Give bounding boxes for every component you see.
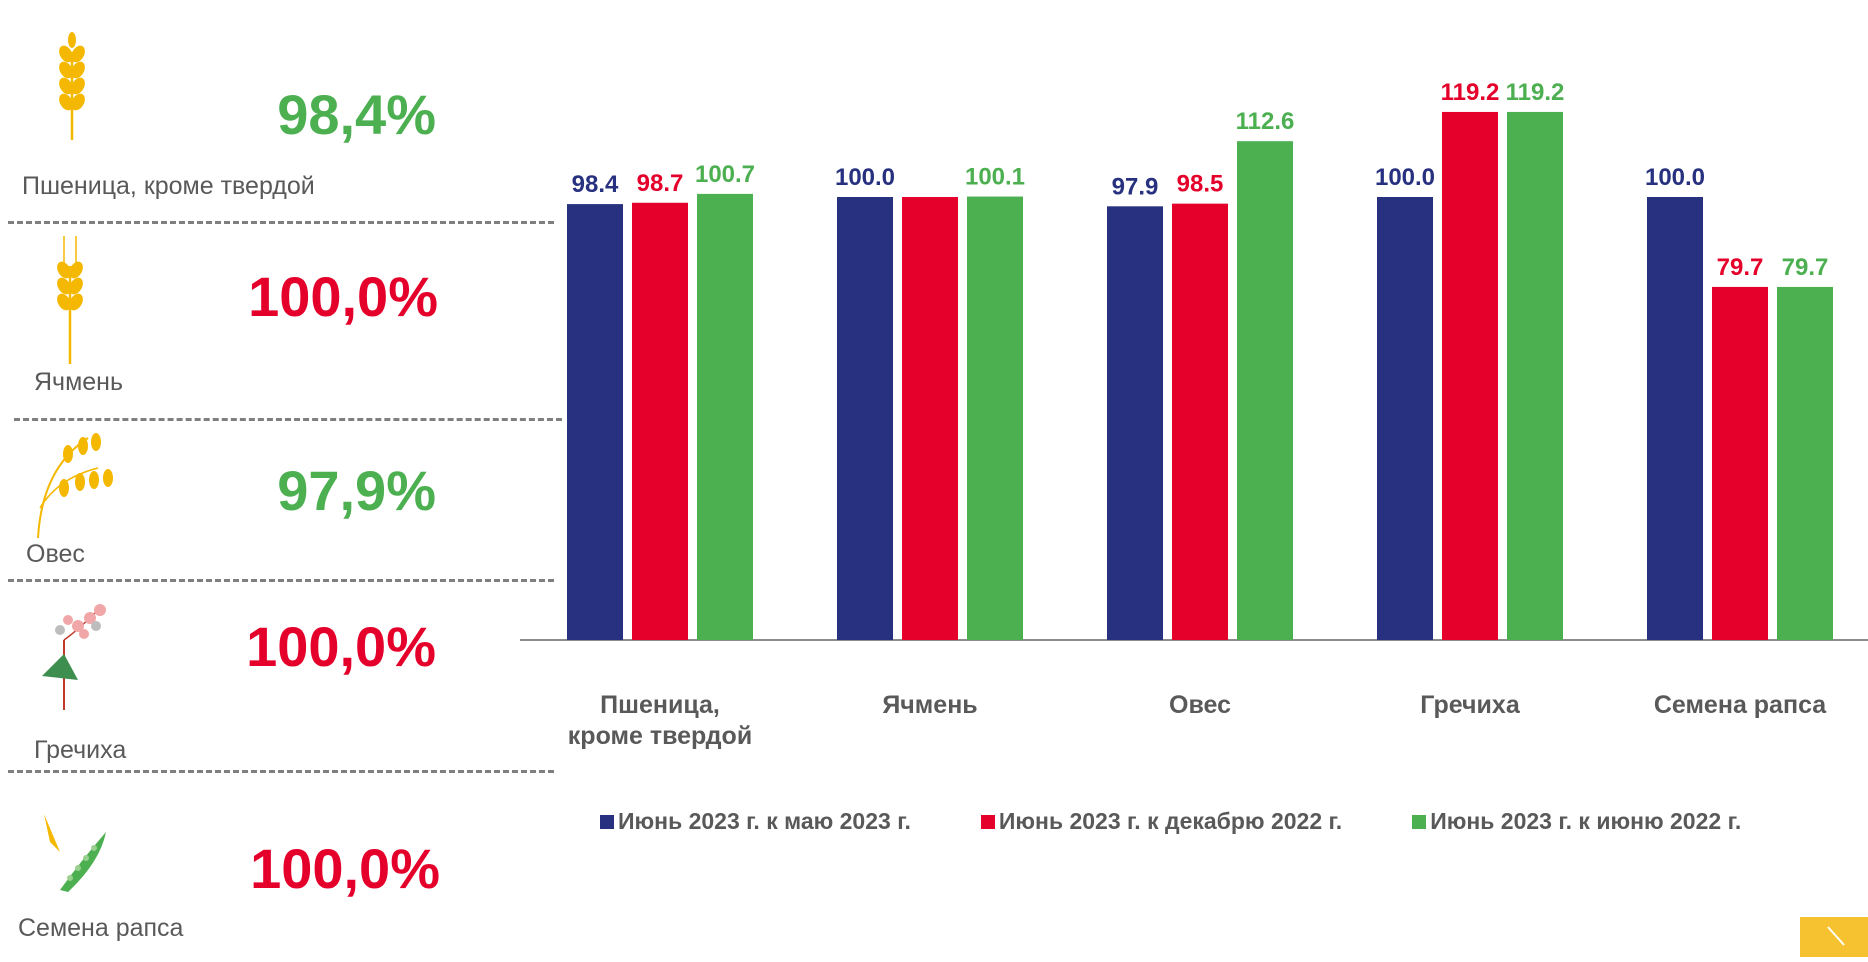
crop-name: Гречиха xyxy=(34,736,127,764)
crop-percent: 98,4% xyxy=(277,83,436,146)
bar xyxy=(967,196,1023,640)
bar xyxy=(1712,286,1768,640)
data-label: 98.4 xyxy=(572,171,619,198)
bar xyxy=(697,193,753,641)
legend-label: Июнь 2023 г. к июню 2022 г. xyxy=(1430,808,1742,834)
bar xyxy=(567,204,623,640)
data-label: 100.0 xyxy=(1645,164,1705,191)
chart-legend: Июнь 2023 г. к маю 2023 г. Июнь 2023 г. … xyxy=(600,808,1741,835)
category-label: Семена рапса xyxy=(1654,691,1827,719)
bar xyxy=(1237,141,1293,640)
data-label: 100.0 xyxy=(1375,164,1435,191)
divider xyxy=(8,221,554,224)
bar xyxy=(837,197,893,640)
buckwheat-icon xyxy=(42,604,106,710)
divider xyxy=(8,770,554,773)
legend-item: Июнь 2023 г. к июню 2022 г. xyxy=(1412,808,1741,835)
legend-swatch xyxy=(600,814,614,829)
oats-icon xyxy=(37,433,113,538)
bar xyxy=(1172,203,1228,640)
category-label: Овес xyxy=(1169,691,1231,719)
crop-name: Ячмень xyxy=(34,368,124,396)
rapeseed-icon xyxy=(44,814,106,892)
data-label: 97.9 xyxy=(1112,173,1159,200)
barley-icon xyxy=(57,236,83,364)
bar xyxy=(632,202,688,640)
crop-percent: 97,9% xyxy=(277,459,436,522)
arrow-right-icon xyxy=(1827,926,1845,946)
legend-label: Июнь 2023 г. к декабрю 2022 г. xyxy=(998,808,1343,834)
sidebar-item-oats: 97,9% Овес xyxy=(0,420,560,580)
crop-percent: 100,0% xyxy=(250,837,440,900)
bar xyxy=(1777,286,1833,640)
legend-swatch xyxy=(1412,814,1427,829)
crop-percent: 100,0% xyxy=(248,265,438,328)
sidebar-item-wheat: 98,4% Пшеница, кроме твердой xyxy=(0,0,560,220)
data-label: 119.2 xyxy=(1441,79,1500,106)
bar xyxy=(1377,197,1433,640)
sidebar-item-rapeseed: 100,0% Семена рапса xyxy=(0,772,560,957)
bar xyxy=(1647,197,1703,640)
data-label: 79.7 xyxy=(1717,254,1764,281)
wheat-icon xyxy=(59,32,85,140)
data-label: 100.0 xyxy=(835,164,895,191)
data-label: 100.1 xyxy=(965,164,1025,191)
data-label: 98.5 xyxy=(1177,171,1224,198)
legend-swatch xyxy=(980,814,995,829)
sidebar-item-barley: 100,0% Ячмень xyxy=(0,222,560,418)
legend-label: Июнь 2023 г. к маю 2023 г. xyxy=(618,808,911,834)
next-slide-button[interactable] xyxy=(1800,917,1868,957)
legend-item: Июнь 2023 г. к декабрю 2022 г. xyxy=(980,808,1343,835)
legend-item: Июнь 2023 г. к маю 2023 г. xyxy=(600,808,911,835)
data-label: 98.7 xyxy=(637,170,684,197)
data-label: 100.7 xyxy=(695,161,755,188)
bar xyxy=(1107,206,1163,641)
data-label: 112.6 xyxy=(1236,108,1295,135)
category-label: Гречиха xyxy=(1420,691,1521,719)
crop-name: Семена рапса xyxy=(18,914,184,942)
bar xyxy=(902,197,958,640)
bar xyxy=(1442,111,1498,641)
crop-name: Пшеница, кроме твердой xyxy=(22,172,315,200)
bar xyxy=(1507,111,1563,641)
category-label: Пшеница, xyxy=(600,691,720,719)
crop-percent: 100,0% xyxy=(246,615,436,678)
divider xyxy=(8,579,554,582)
data-label: 119.2 xyxy=(1506,79,1565,106)
bar-chart: 98.4 98.7 100.7 Пшеница, кроме твердой 100.0 1… xyxy=(520,79,1868,750)
sidebar-item-buckwheat: 100,0% Гречиха xyxy=(0,580,560,770)
data-label: 79.7 xyxy=(1782,254,1829,281)
divider xyxy=(14,418,562,421)
category-label: Ячмень xyxy=(882,691,977,719)
category-label: кроме твердой xyxy=(568,722,752,750)
crop-name: Овес xyxy=(26,540,85,568)
